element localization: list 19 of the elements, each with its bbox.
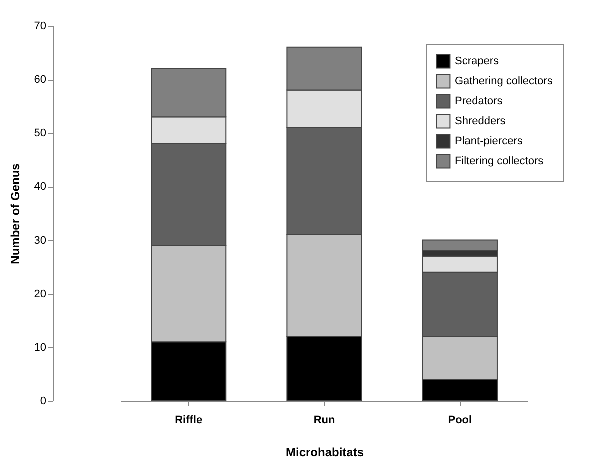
- y-tick-label: 20: [34, 288, 46, 300]
- x-tick-label: Riffle: [175, 414, 203, 426]
- legend-label: Shredders: [455, 116, 506, 128]
- y-tick-label: 40: [34, 181, 46, 194]
- x-axis-title: Microhabitats: [286, 446, 364, 460]
- y-tick-label: 70: [34, 20, 46, 32]
- y-axis-title: Number of Genus: [8, 163, 22, 264]
- legend-label: Gathering collectors: [455, 76, 554, 88]
- y-tick-label: 30: [34, 234, 46, 247]
- y-tick-label: 60: [34, 74, 46, 86]
- legend-label: Plant-piercers: [455, 136, 524, 148]
- y-tick-label: 0: [40, 396, 46, 408]
- x-tick-label: Run: [314, 414, 336, 426]
- legend-label: Filtering collectors: [455, 156, 544, 168]
- legend-label: Predators: [455, 96, 504, 108]
- legend-label: Scrapers: [455, 56, 500, 68]
- y-tick-label: 50: [34, 128, 46, 140]
- y-tick-label: 10: [34, 342, 46, 354]
- x-tick-label: Pool: [448, 414, 472, 426]
